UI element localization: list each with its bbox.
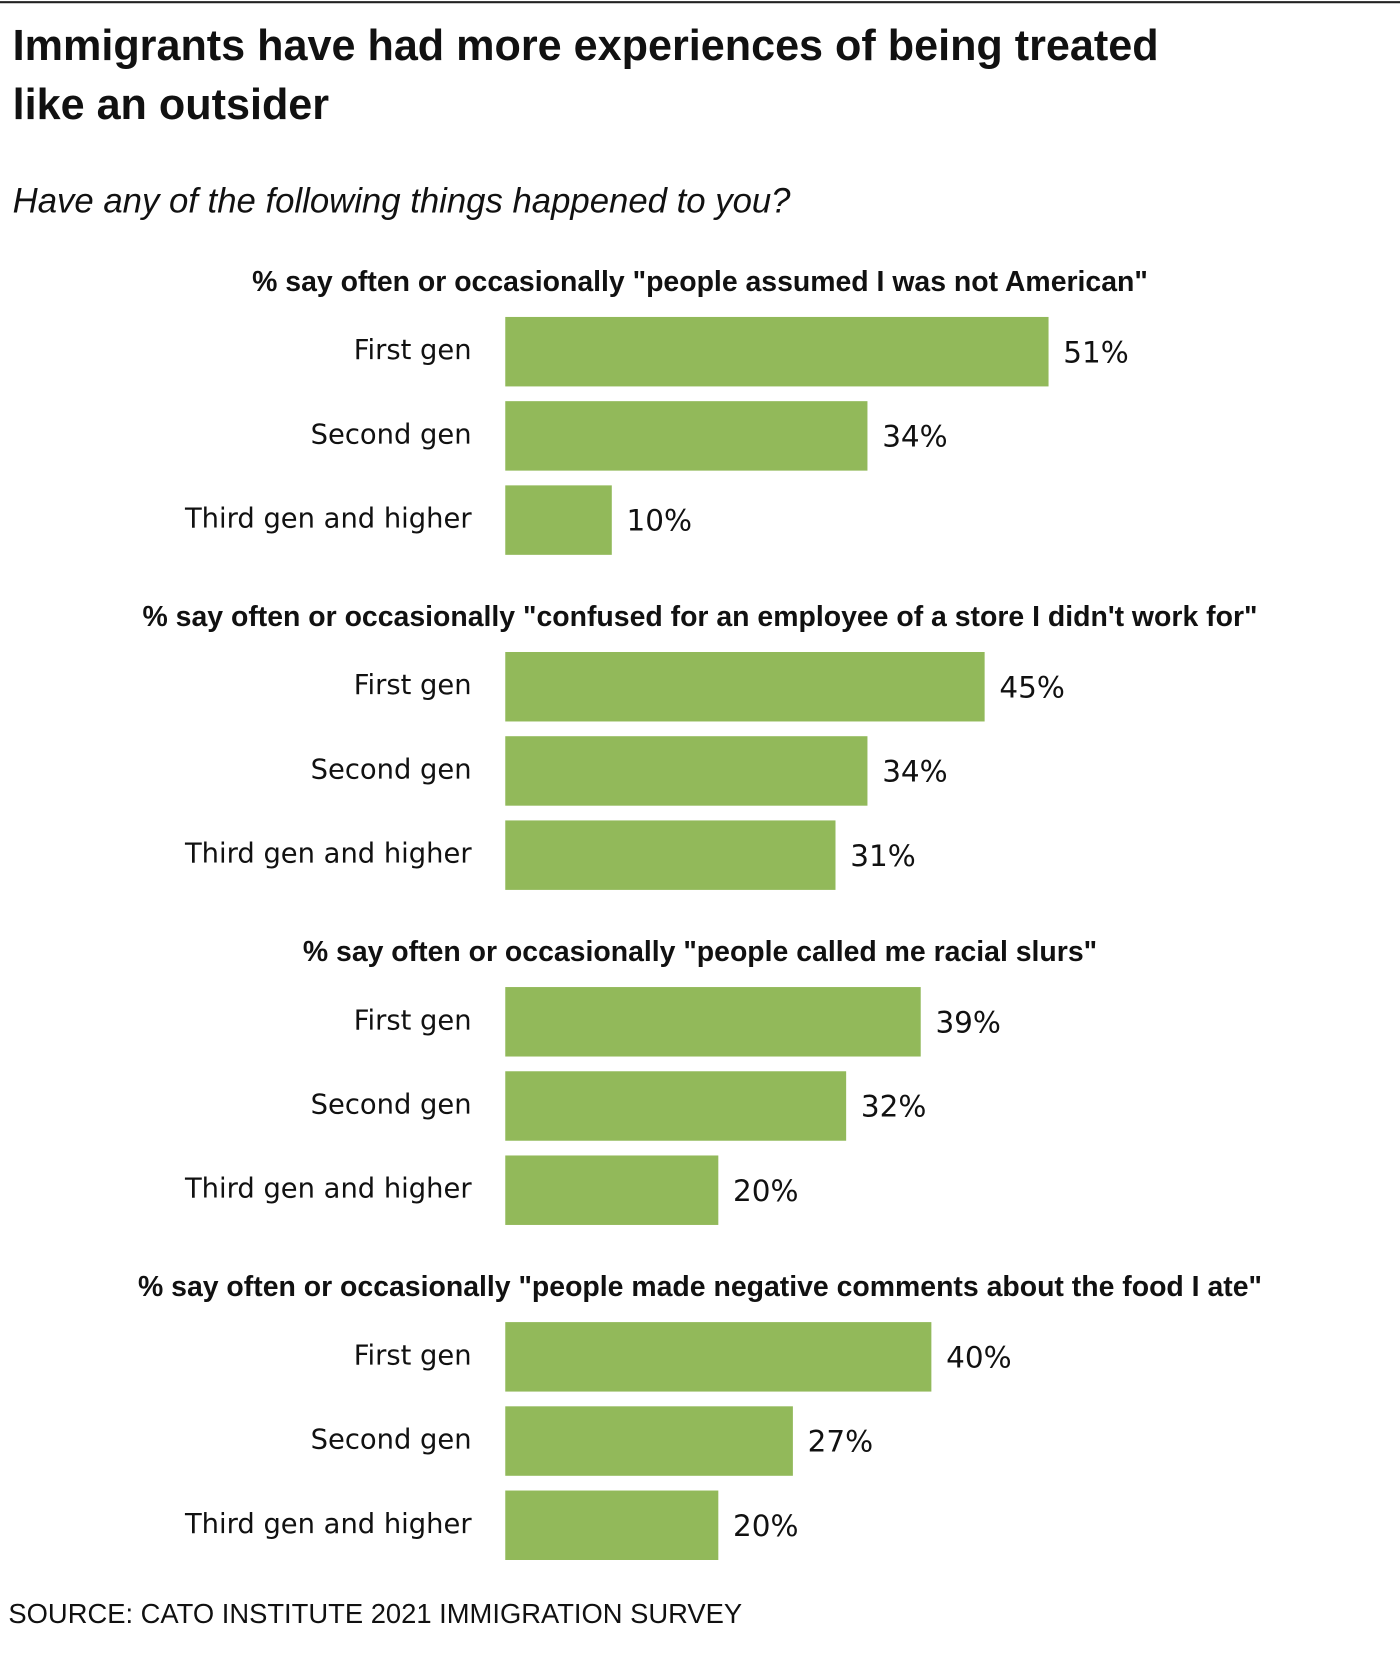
category-label: Second gen [311, 1090, 472, 1121]
subtitle: Have any of the following things happene… [13, 182, 792, 220]
panel-title: % say often or occasionally "people call… [303, 936, 1097, 968]
panel-title: % say often or occasionally "people assu… [252, 266, 1148, 298]
category-label: Second gen [311, 754, 472, 785]
value-label: 39% [935, 1005, 1000, 1039]
source: SOURCE: CATO INSTITUTE 2021 IMMIGRATION … [8, 1598, 742, 1629]
bar [505, 401, 868, 471]
bar [505, 820, 836, 890]
bar [505, 1071, 847, 1141]
category-label: First gen [354, 335, 472, 366]
value-label: 31% [850, 839, 915, 873]
bar [505, 485, 612, 555]
category-label: Second gen [311, 419, 472, 450]
bar [505, 1406, 793, 1476]
value-label: 20% [733, 1509, 798, 1543]
bar [505, 1322, 932, 1392]
category-label: Third gen and higher [184, 1509, 472, 1540]
value-label: 10% [627, 504, 693, 538]
category-label: First gen [354, 1005, 472, 1036]
category-label: Third gen and higher [184, 1174, 472, 1205]
category-label: Third gen and higher [184, 504, 472, 535]
value-label: 40% [946, 1340, 1012, 1374]
chart-title: Immigrants have had more experiences of … [13, 22, 1159, 70]
value-label: 45% [999, 670, 1064, 704]
chart-title: like an outsider [13, 81, 330, 129]
bar [505, 1155, 719, 1225]
value-label: 32% [861, 1090, 927, 1124]
value-label: 51% [1063, 335, 1129, 369]
bar [505, 736, 868, 806]
bar [505, 1490, 719, 1560]
value-label: 34% [882, 420, 947, 454]
category-label: Third gen and higher [184, 839, 472, 870]
category-label: Second gen [311, 1425, 472, 1456]
bar [505, 652, 985, 722]
value-label: 20% [733, 1174, 798, 1208]
category-label: First gen [354, 670, 472, 701]
value-label: 27% [808, 1425, 874, 1459]
panel-title: % say often or occasionally "confused fo… [143, 601, 1258, 633]
bar [505, 987, 921, 1057]
category-label: First gen [354, 1340, 472, 1371]
value-label: 34% [882, 755, 947, 789]
bar [505, 316, 1049, 387]
panel-title: % say often or occasionally "people made… [138, 1271, 1262, 1303]
